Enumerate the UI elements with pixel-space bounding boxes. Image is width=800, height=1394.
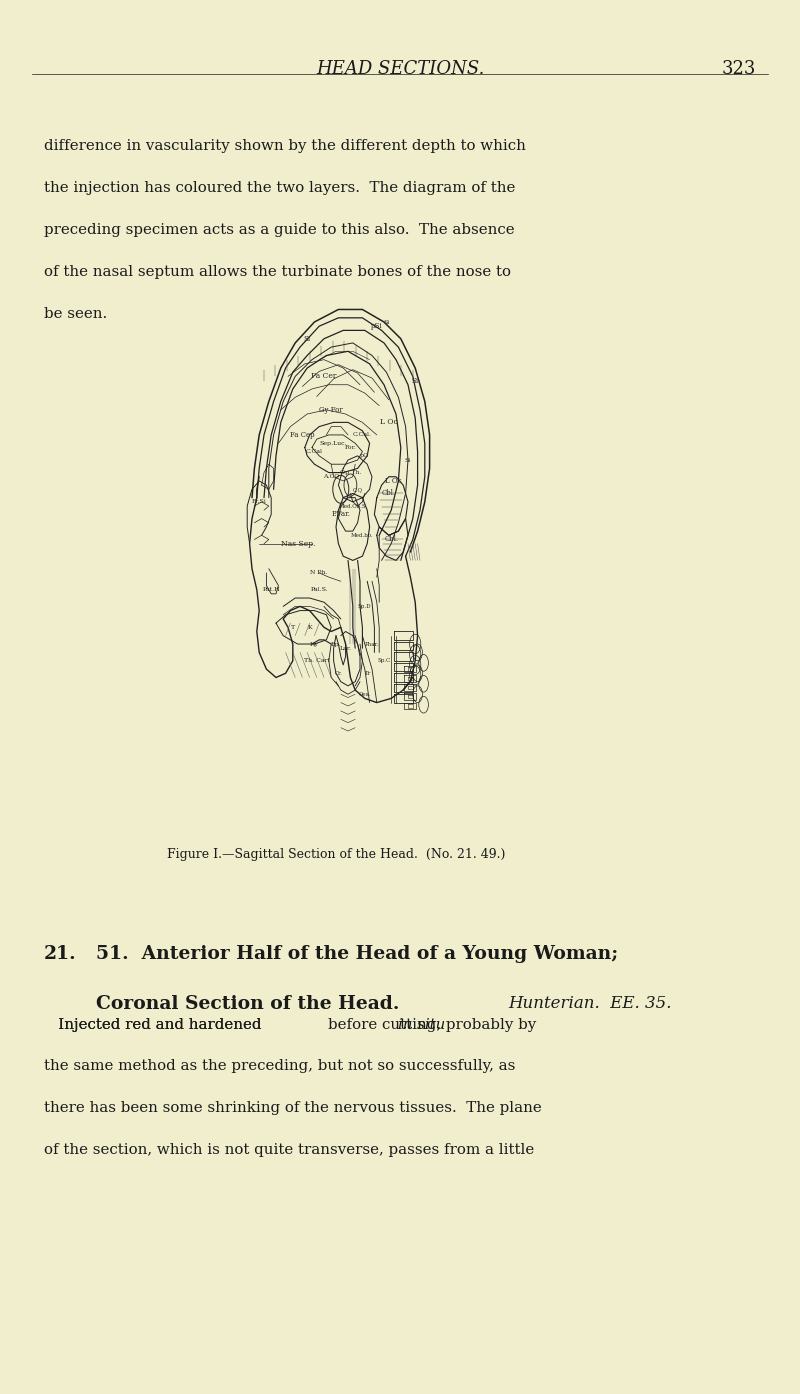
Text: Si: Si (405, 457, 411, 463)
Text: pSi: pSi (371, 322, 382, 330)
Text: A.CO: A.CO (323, 474, 339, 480)
Text: Sp.C: Sp.C (378, 658, 390, 664)
Text: Op Th.: Op Th. (340, 470, 361, 475)
Text: HEAD SECTIONS.: HEAD SECTIONS. (316, 60, 484, 78)
Text: pG: pG (360, 453, 370, 459)
Text: Coronal Section of the Head.: Coronal Section of the Head. (96, 995, 399, 1013)
Text: For.: For. (345, 445, 356, 450)
Text: Fr.Si: Fr.Si (252, 499, 266, 505)
Text: Phar.: Phar. (365, 641, 379, 647)
Text: Med.Ob.S: Med.Ob.S (339, 503, 366, 509)
Text: T: T (290, 625, 295, 630)
Text: in situ: in situ (398, 1018, 445, 1032)
Text: Th. Cart: Th. Cart (304, 658, 330, 664)
Text: be seen.: be seen. (44, 307, 107, 321)
Text: Si: Si (412, 376, 418, 385)
Text: L Oc: L Oc (386, 477, 402, 485)
Text: Fa Cep: Fa Cep (290, 431, 315, 439)
Text: the injection has coloured the two layers.  The diagram of the: the injection has coloured the two layer… (44, 181, 515, 195)
Text: Cr.: Cr. (334, 671, 342, 676)
Text: the same method as the preceding, but not so successfully, as: the same method as the preceding, but no… (44, 1059, 515, 1073)
Text: difference in vascularity shown by the different depth to which: difference in vascularity shown by the d… (44, 139, 526, 153)
Text: C.Q: C.Q (353, 487, 362, 492)
Text: Figure I.—Sagittal Section of the Head.  (No. 21. 49.): Figure I.—Sagittal Section of the Head. … (167, 848, 505, 860)
Text: Oes.: Oes. (358, 691, 371, 697)
Text: Ep.: Ep. (330, 641, 342, 647)
Text: Pal.S.: Pal.S. (310, 587, 328, 592)
Text: 21.: 21. (44, 945, 77, 963)
Text: Injected red and hardened in situ before cutting, probably by: Injected red and hardened in situ before… (44, 1018, 527, 1032)
Text: Med.bo.: Med.bo. (351, 533, 374, 538)
Text: Cbl.: Cbl. (384, 535, 398, 544)
Text: C.Cal: C.Cal (306, 449, 323, 454)
Text: of the nasal septum allows the turbinate bones of the nose to: of the nasal septum allows the turbinate… (44, 265, 511, 279)
Text: Si: Si (383, 319, 390, 325)
Text: Hunterian.  EE. 35.: Hunterian. EE. 35. (508, 995, 671, 1012)
Text: K: K (307, 625, 312, 630)
Text: 51.  Anterior Half of the Head of a Young Woman;: 51. Anterior Half of the Head of a Young… (96, 945, 618, 963)
Text: L Oc: L Oc (380, 418, 398, 427)
Text: Si: Si (304, 335, 310, 343)
Text: ​of the section, which is not quite transverse, passes from a little: ​of the section, which is not quite tran… (44, 1143, 534, 1157)
Text: N Ph.: N Ph. (310, 570, 328, 576)
Text: Injected red and hardened              before cutting, probably by: Injected red and hardened before cutting… (44, 1018, 536, 1032)
Text: Injected red and hardened: Injected red and hardened (44, 1018, 266, 1032)
Text: Gy For: Gy For (319, 406, 343, 414)
Text: Cbl.: Cbl. (382, 489, 396, 498)
Text: Pat.H: Pat.H (262, 587, 280, 592)
Text: Nas Sep.: Nas Sep. (281, 539, 315, 548)
Text: Sep.Luc.: Sep.Luc. (320, 441, 347, 446)
Text: Sp.D: Sp.D (358, 604, 372, 609)
Text: Tr: Tr (364, 671, 370, 676)
Text: Hy: Hy (310, 641, 319, 647)
Text: P.Var.: P.Var. (331, 510, 350, 519)
Text: 323: 323 (722, 60, 756, 78)
Text: preceding specimen acts as a guide to this also.  The absence: preceding specimen acts as a guide to th… (44, 223, 514, 237)
Text: C.Cal.: C.Cal. (353, 432, 372, 438)
Text: Lar.: Lar. (339, 645, 352, 651)
Text: there has been some shrinking of the nervous tissues.  The plane: there has been some shrinking of the ner… (44, 1101, 542, 1115)
Text: Fa Cer: Fa Cer (311, 372, 337, 381)
